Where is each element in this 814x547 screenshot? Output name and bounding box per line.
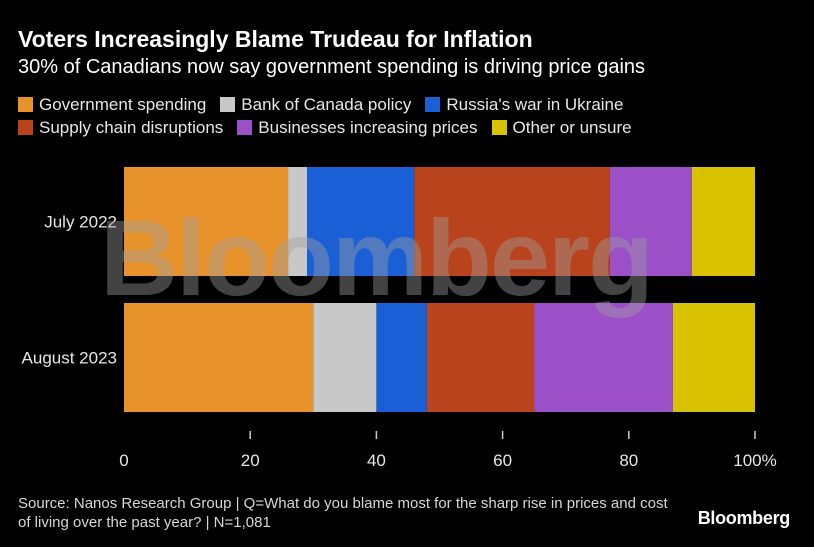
legend-item-other-or-unsure: Other or unsure (491, 117, 632, 138)
bar-segment-supply-chain-disruptions (426, 303, 535, 412)
stacked-bar-chart: July 2022 August 2023 0 20 40 60 80 100% (22, 167, 777, 470)
chart-subtitle: 30% of Canadians now say government spen… (18, 56, 646, 78)
legend-swatch (237, 120, 253, 135)
x-tick-label: 80 (619, 451, 638, 470)
category-label: August 2023 (22, 349, 117, 368)
bar-segment-bank-of-canada-policy (313, 303, 377, 412)
legend-row: Supply chain disruptions Businesses incr… (18, 116, 808, 139)
legend-item-bank-of-canada-policy: Bank of Canada policy (220, 95, 411, 115)
legend-item-supply-chain-disruptions: Supply chain disruptions (18, 118, 223, 138)
bar-segment-other-or-unsure (672, 303, 755, 412)
legend: Government spending Bank of Canada polic… (18, 93, 808, 139)
x-tick-label: 100% (733, 451, 776, 470)
legend-row: Government spending Bank of Canada polic… (18, 93, 808, 116)
legend-item-russias-war-in-ukraine: Russia's war in Ukraine (425, 95, 623, 115)
x-tick-label: 60 (493, 451, 512, 470)
bar-segment-russia-s-war-in-ukraine (376, 303, 427, 412)
bar-segment-government-spending (124, 167, 289, 276)
bar-segment-russia-s-war-in-ukraine (306, 167, 415, 276)
legend-label: Other or unsure (512, 117, 632, 137)
x-tick-label: 20 (241, 451, 260, 470)
legend-swatch (18, 120, 33, 135)
legend-item-government-spending: Government spending (18, 95, 206, 115)
bar-segment-supply-chain-disruptions (414, 167, 610, 276)
bar-segment-businesses-increasing-prices (534, 303, 673, 412)
bar-segment-other-or-unsure (691, 167, 755, 276)
legend-label: Businesses increasing prices (258, 117, 478, 137)
legend-label: Russia's war in Ukraine (446, 94, 624, 114)
legend-swatch (425, 97, 441, 112)
x-tick-label: 0 (119, 451, 128, 470)
source-note: Source: Nanos Research Group | Q=What do… (18, 495, 668, 531)
legend-swatch (220, 97, 236, 112)
legend-label: Government spending (39, 94, 207, 114)
bar-segment-government-spending (124, 303, 314, 412)
legend-label: Supply chain disruptions (39, 117, 224, 137)
x-tick-label: 40 (367, 451, 386, 470)
legend-item-businesses-increasing-prices: Businesses increasing prices (237, 117, 478, 138)
bar-segment-businesses-increasing-prices (609, 167, 692, 276)
bar-segment-bank-of-canada-policy (288, 167, 307, 276)
legend-swatch (491, 120, 507, 135)
chart-title: Voters Increasingly Blame Trudeau for In… (18, 26, 533, 52)
legend-swatch (18, 97, 33, 112)
category-label: July 2022 (44, 213, 117, 232)
legend-label: Bank of Canada policy (241, 94, 412, 114)
bloomberg-logo: Bloomberg (697, 508, 791, 528)
